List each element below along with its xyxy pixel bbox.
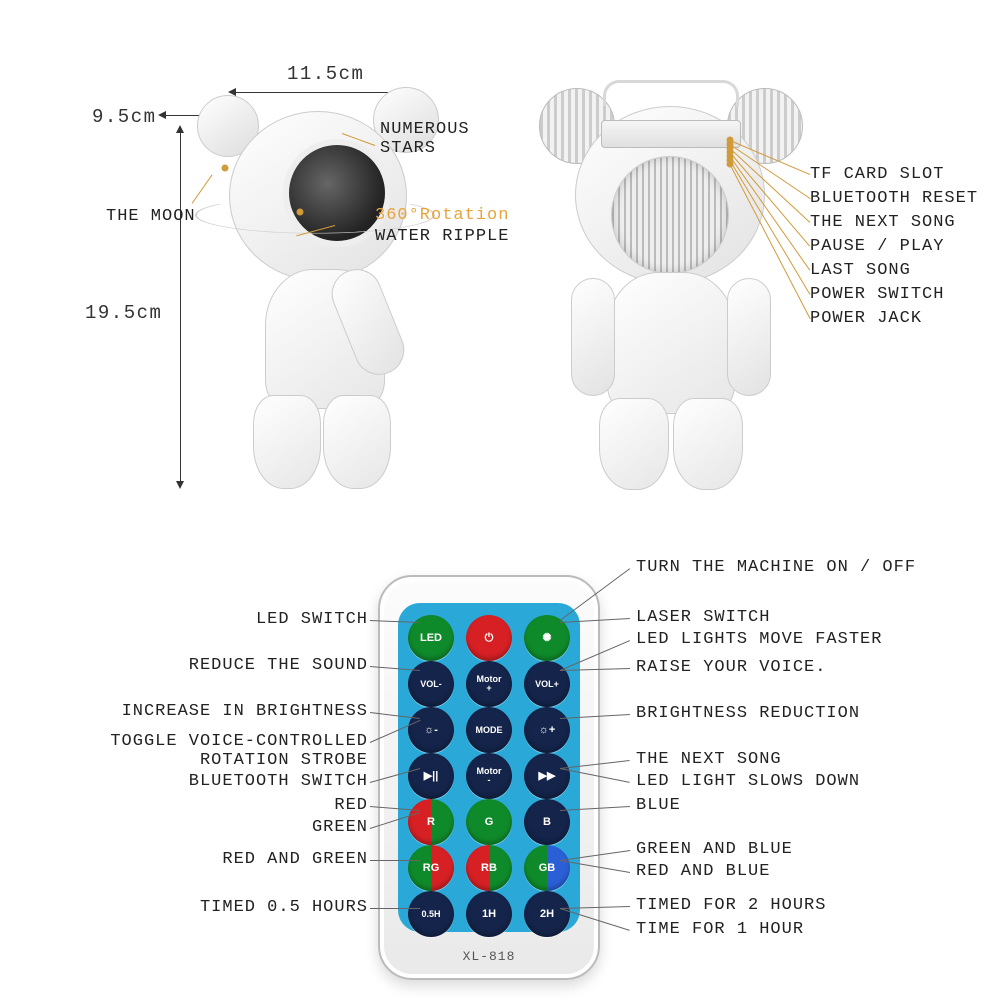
rotation-label: 360°Rotation — [375, 206, 509, 225]
callout-ripple: WATER RIPPLE — [375, 227, 509, 246]
remote-btn-1-0[interactable]: VOL- — [408, 661, 454, 707]
remote-button-panel: LED⏻✺VOL-Motor +VOL+☼-MODE☼+▶||Motor -▶▶… — [398, 603, 580, 932]
remote-btn-5-0[interactable]: RG — [408, 845, 454, 891]
remote-btn-2-1[interactable]: MODE — [466, 707, 512, 753]
dim-depth: 9.5cm — [92, 106, 157, 128]
dim-width: 11.5cm — [287, 63, 364, 85]
remote-model: XL-818 — [380, 949, 598, 964]
remote-right-label: RED AND BLUE — [636, 862, 770, 881]
back-callout: THE NEXT SONG — [810, 213, 956, 232]
remote-left-label: LED SWITCH — [256, 610, 368, 629]
remote-btn-4-0[interactable]: R — [408, 799, 454, 845]
remote-btn-6-1[interactable]: 1H — [466, 891, 512, 937]
remote-left-label: RED — [334, 796, 368, 815]
remote-left-label: INCREASE IN BRIGHTNESS — [122, 702, 368, 721]
remote-left-label: GREEN — [312, 818, 368, 837]
remote-left-label: TOGGLE VOICE-CONTROLLED ROTATION STROBE — [110, 732, 368, 770]
remote-control: LED⏻✺VOL-Motor +VOL+☼-MODE☼+▶||Motor -▶▶… — [378, 575, 600, 980]
back-callout: BLUETOOTH RESET — [810, 189, 978, 208]
remote-left-label: RED AND GREEN — [222, 850, 368, 869]
back-callout: POWER SWITCH — [810, 285, 944, 304]
remote-right-label: TURN THE MACHINE ON / OFF — [636, 558, 916, 577]
remote-right-label: TIMED FOR 2 HOURS — [636, 896, 826, 915]
remote-btn-4-1[interactable]: G — [466, 799, 512, 845]
remote-btn-6-2[interactable]: 2H — [524, 891, 570, 937]
dim-height: 19.5cm — [85, 302, 175, 324]
remote-btn-1-1[interactable]: Motor + — [466, 661, 512, 707]
remote-right-label: BLUE — [636, 796, 681, 815]
remote-btn-5-2[interactable]: GB — [524, 845, 570, 891]
callout-stars: NUMEROUS STARS — [380, 120, 470, 158]
remote-btn-4-2[interactable]: B — [524, 799, 570, 845]
remote-btn-2-2[interactable]: ☼+ — [524, 707, 570, 753]
remote-btn-2-0[interactable]: ☼- — [408, 707, 454, 753]
remote-right-label: LASER SWITCH — [636, 608, 770, 627]
back-callout: POWER JACK — [810, 309, 922, 328]
remote-right-label: GREEN AND BLUE — [636, 840, 793, 859]
remote-btn-5-1[interactable]: RB — [466, 845, 512, 891]
remote-btn-3-2[interactable]: ▶▶ — [524, 753, 570, 799]
dim-height-arrow — [180, 132, 181, 482]
remote-right-label: THE NEXT SONG — [636, 750, 782, 769]
remote-btn-6-0[interactable]: 0.5H — [408, 891, 454, 937]
speaker-vent — [611, 156, 729, 274]
remote-btn-3-0[interactable]: ▶|| — [408, 753, 454, 799]
remote-right-label: BRIGHTNESS REDUCTION — [636, 704, 860, 723]
remote-btn-3-1[interactable]: Motor - — [466, 753, 512, 799]
remote-left-label: TIMED 0.5 HOURS — [200, 898, 368, 917]
remote-left-label: REDUCE THE SOUND — [189, 656, 368, 675]
remote-btn-0-1[interactable]: ⏻ — [466, 615, 512, 661]
back-callout: PAUSE / PLAY — [810, 237, 944, 256]
remote-right-label: LED LIGHT SLOWS DOWN — [636, 772, 860, 791]
callout-moon: THE MOON — [106, 207, 196, 226]
remote-right-label: LED LIGHTS MOVE FASTER — [636, 630, 882, 649]
back-callout: LAST SONG — [810, 261, 911, 280]
button-panel — [601, 120, 741, 148]
remote-right-label: RAISE YOUR VOICE. — [636, 658, 826, 677]
remote-left-label: BLUETOOTH SWITCH — [189, 772, 368, 791]
remote-right-label: TIME FOR 1 HOUR — [636, 920, 804, 939]
back-callout: TF CARD SLOT — [810, 165, 944, 184]
